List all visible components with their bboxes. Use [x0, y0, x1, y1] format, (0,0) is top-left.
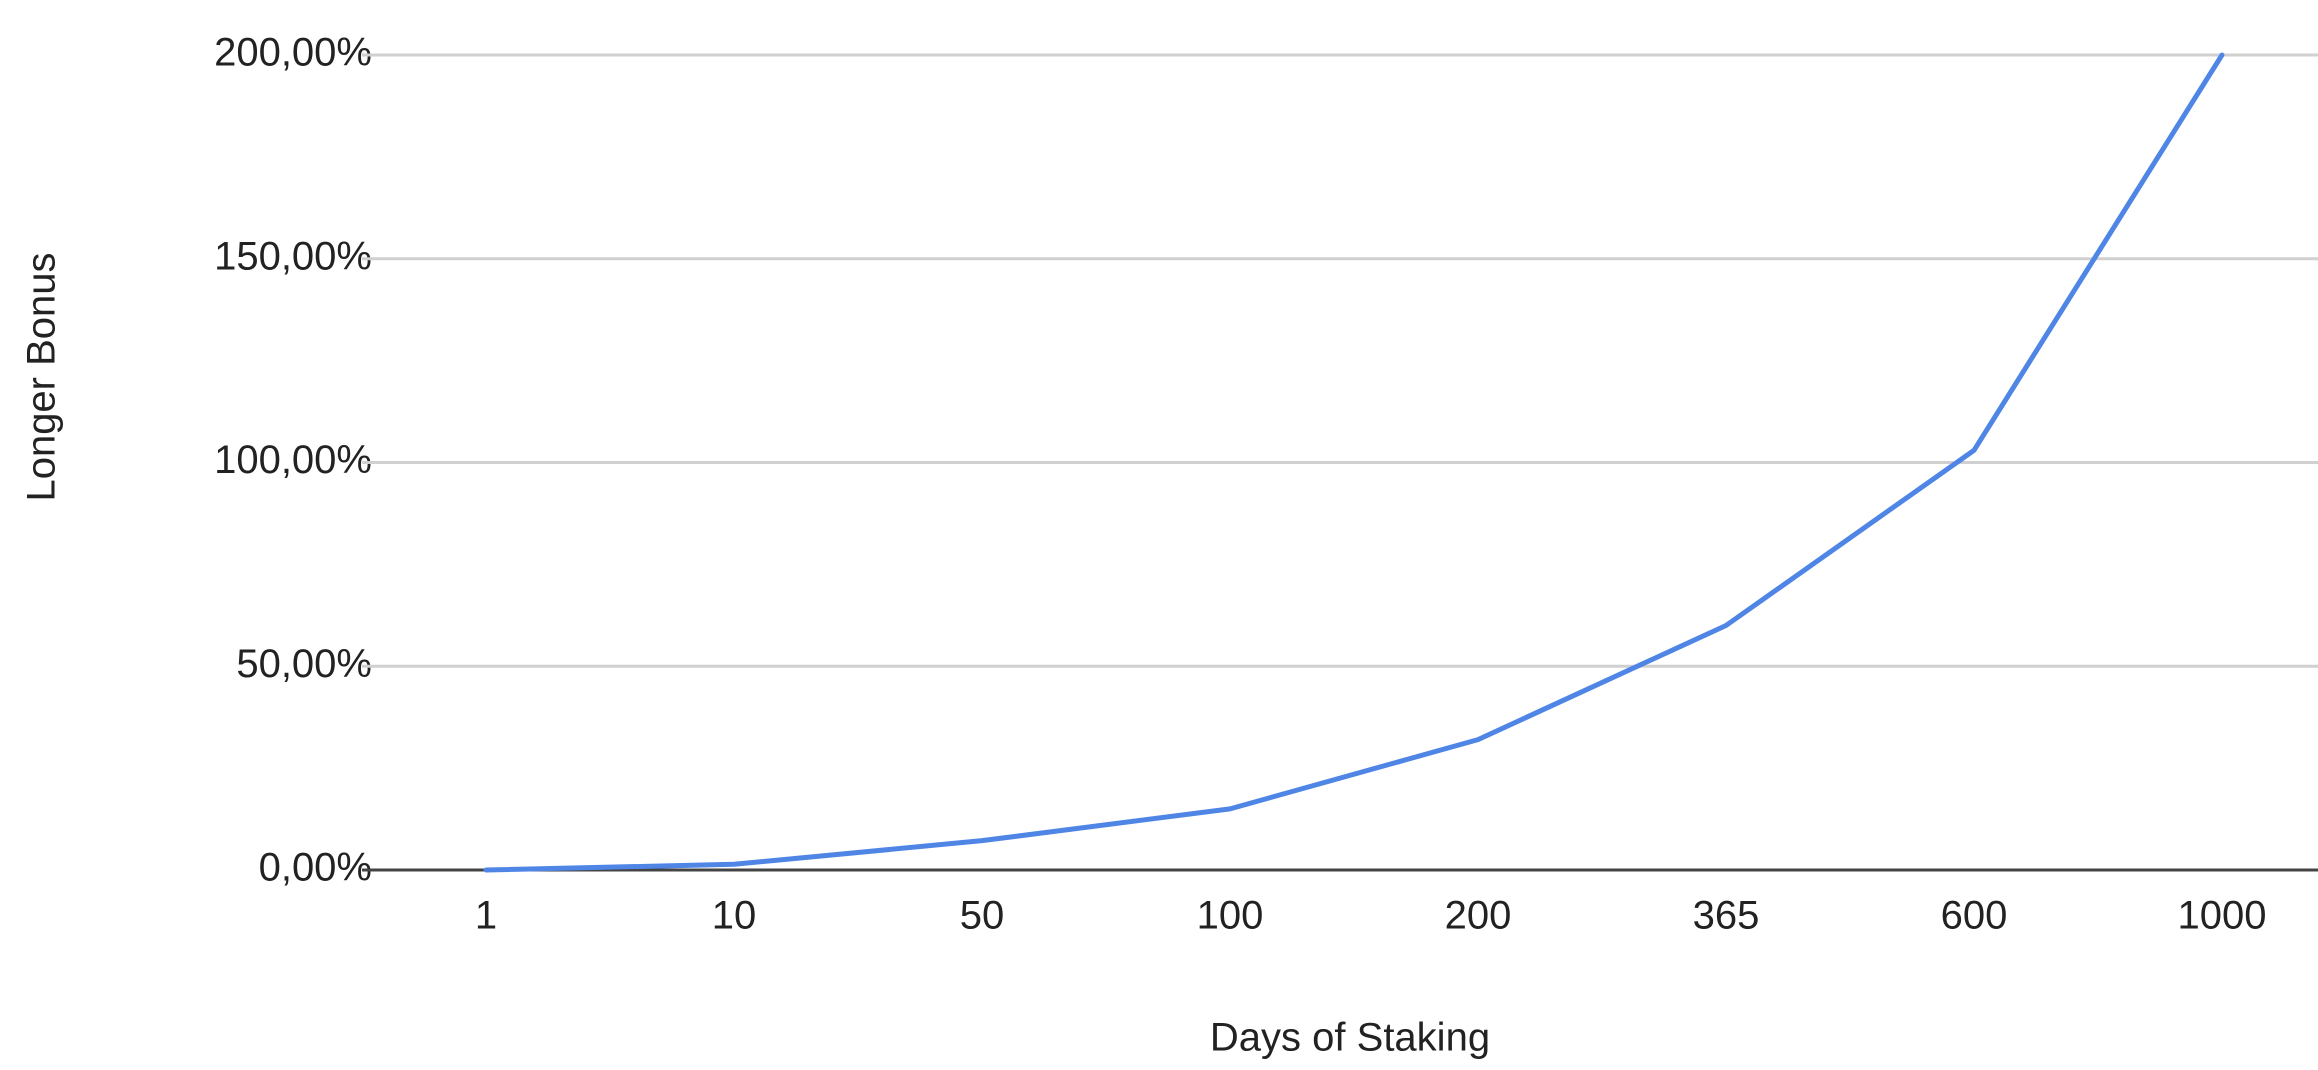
y-tick-label: 150,00% [214, 234, 372, 278]
x-tick-label: 1000 [2178, 894, 2267, 938]
x-tick-label: 200 [1445, 894, 1512, 938]
y-tick-label: 0,00% [259, 846, 372, 890]
line-series [483, 52, 2225, 873]
x-tick-label: 50 [960, 894, 1005, 938]
y-tick-label: 200,00% [214, 31, 372, 75]
x-axis-title: Days of Staking [1210, 1016, 1490, 1060]
y-tick-label: 50,00% [236, 642, 372, 686]
x-tick-label: 10 [712, 894, 757, 938]
y-axis-title: Longer Bonus [20, 252, 64, 501]
x-tick-label: 600 [1941, 894, 2008, 938]
y-tick-label: 100,00% [214, 438, 372, 482]
x-tick-label: 1 [475, 894, 497, 938]
x-tick-label: 100 [1197, 894, 1264, 938]
x-tick-label: 365 [1693, 894, 1760, 938]
